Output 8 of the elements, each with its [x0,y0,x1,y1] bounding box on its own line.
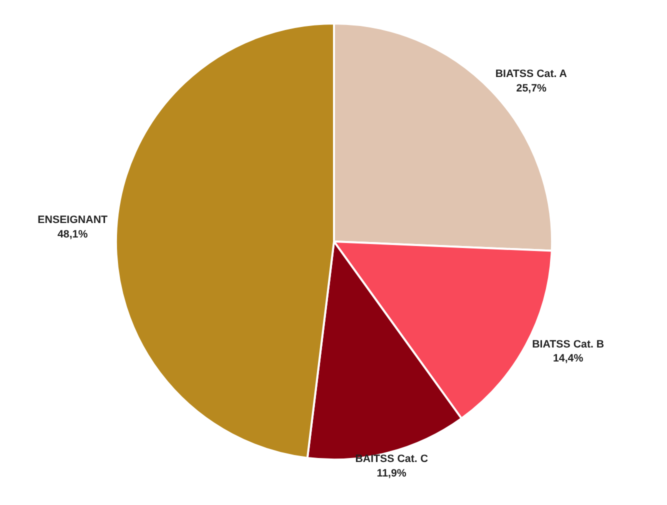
slice-label: ENSEIGNANT [38,214,108,226]
slice-label: BAITSS Cat. C [355,452,428,465]
data-label: 25,7% [516,82,548,94]
data-label: 14,4% [552,352,584,365]
data-label: 11,9% [376,467,407,480]
data-label: 48,1% [57,228,88,241]
slice-label: BIATSS Cat. A [495,68,568,80]
slice-label: BIATSS Cat. B [532,338,604,350]
